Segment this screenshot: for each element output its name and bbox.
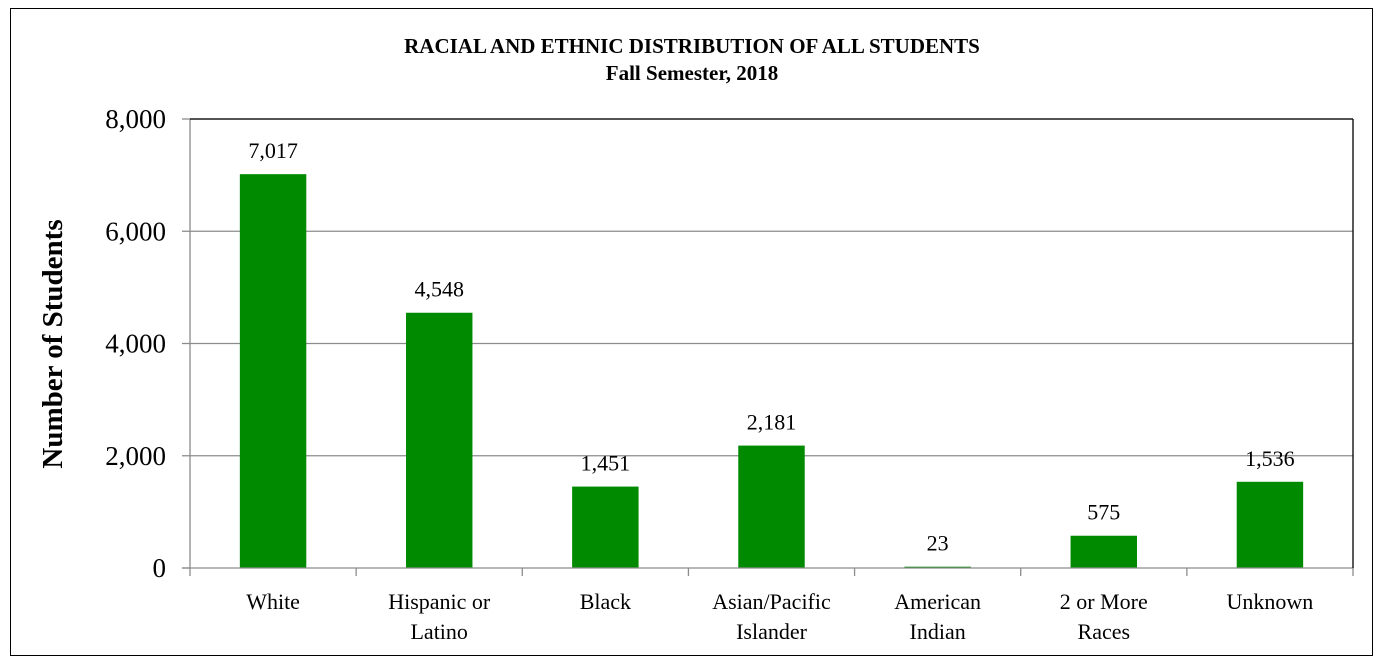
x-tick-label-line: Latino: [410, 619, 467, 644]
x-tick-label-line: 2 or More: [1060, 589, 1148, 614]
bar: [738, 445, 805, 568]
x-tick-label-line: American: [894, 589, 981, 614]
y-tick-labels: 0 2,000 4,000 6,000 8,000: [105, 104, 166, 583]
bar: [405, 312, 473, 568]
x-tick-label: American Indian: [894, 589, 981, 644]
data-label: 575: [1087, 500, 1120, 525]
x-tick-label: 2 or More Races: [1060, 589, 1148, 644]
x-tick-label-line: Islander: [736, 619, 808, 644]
x-tick-label-line: Hispanic or: [388, 589, 491, 614]
axes: [182, 118, 1354, 576]
x-tick-label: White: [246, 589, 300, 614]
data-label: 1,451: [581, 451, 631, 476]
x-tick-label-line: White: [246, 589, 300, 614]
bar: [239, 174, 307, 568]
chart-subtitle: Fall Semester, 2018: [606, 61, 778, 85]
data-label: 2,181: [747, 410, 797, 435]
bar: [1236, 481, 1304, 568]
x-tick-label: Asian/Pacific Islander: [712, 589, 831, 644]
y-tick-label: 4,000: [105, 329, 166, 359]
y-axis-label: Number of Students: [37, 219, 69, 468]
bar: [1070, 535, 1138, 568]
data-label: 23: [927, 531, 949, 556]
y-tick-label: 0: [153, 553, 167, 583]
x-tick-label-line: Indian: [910, 619, 966, 644]
data-labels: 7,017 4,548 1,451 2,181 23 575 1,536: [248, 138, 1294, 556]
data-label: 1,536: [1245, 446, 1295, 471]
x-tick-label-line: Races: [1078, 619, 1131, 644]
x-tick-labels: White Hispanic or Latino Black Asian/Pacific…: [246, 589, 1313, 644]
data-label: 4,548: [414, 277, 464, 302]
bar: [572, 486, 639, 568]
x-tick-label: Black: [580, 589, 631, 614]
x-tick-label: Hispanic or Latino: [388, 589, 491, 644]
x-tick-label-line: Unknown: [1227, 589, 1314, 614]
data-label: 7,017: [248, 138, 298, 163]
bars: [239, 174, 1304, 568]
chart-title: RACIAL AND ETHNIC DISTRIBUTION OF ALL ST…: [404, 34, 980, 58]
chart-frame: [10, 8, 1373, 656]
gridlines: [190, 118, 1353, 457]
x-tick-label-line: Asian/Pacific: [712, 589, 831, 614]
y-tick-label: 2,000: [105, 441, 166, 471]
x-tick-label-line: Black: [580, 589, 631, 614]
x-tick-label: Unknown: [1227, 589, 1314, 614]
y-tick-label: 6,000: [105, 216, 166, 246]
y-tick-label: 8,000: [105, 104, 166, 134]
